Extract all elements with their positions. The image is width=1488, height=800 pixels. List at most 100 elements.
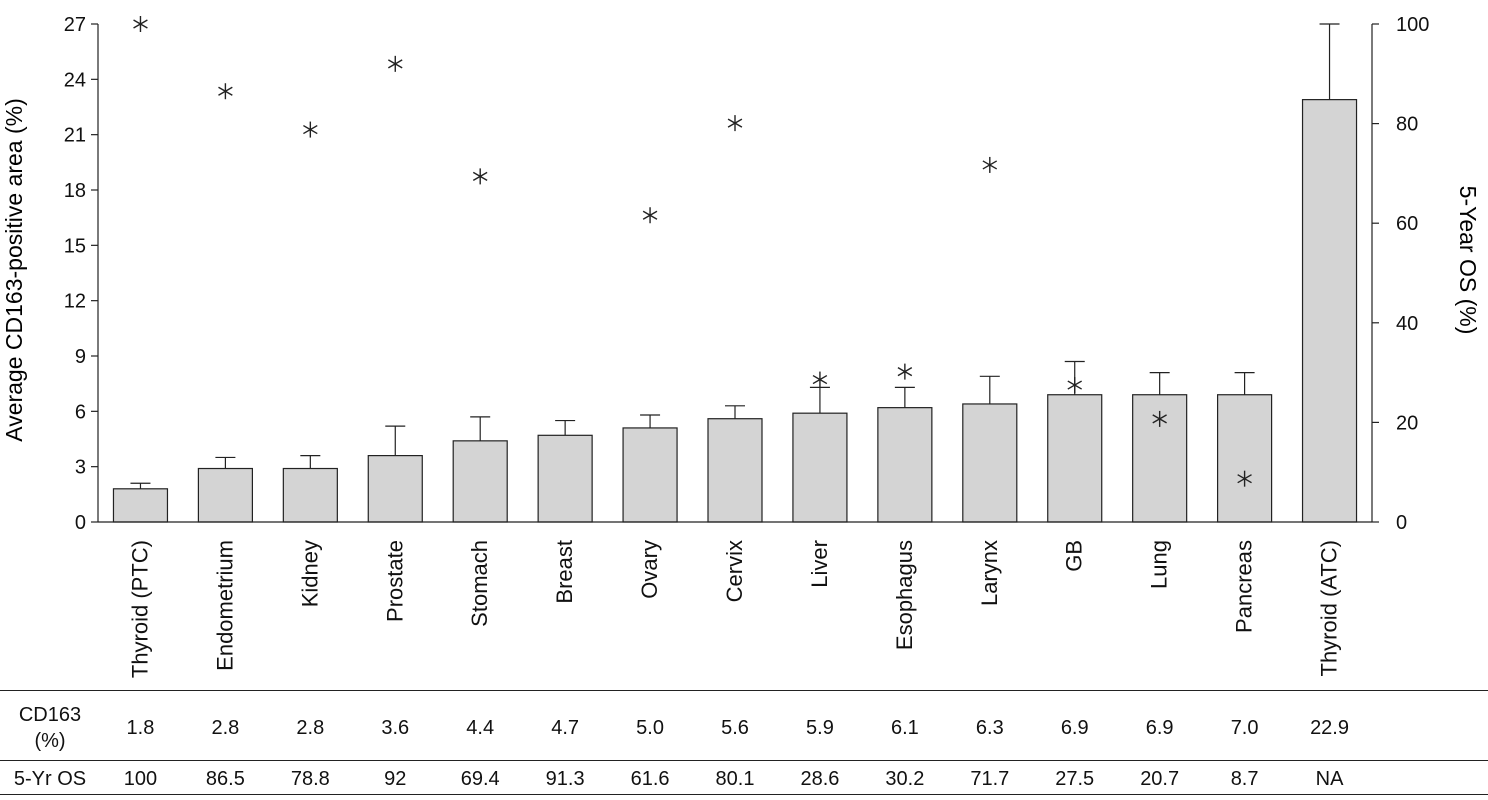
os-cell: 80.1 (715, 768, 755, 790)
error-bars-layer (130, 23, 1340, 489)
os-marker (1237, 470, 1252, 487)
cd163-cell: 6.9 (1145, 717, 1174, 739)
os-marker-stroke (1237, 474, 1252, 484)
os-marker (218, 83, 233, 100)
x-tick-label: Esophagus (892, 540, 917, 650)
bar (792, 412, 848, 523)
cd163-cell: 1.8 (126, 717, 155, 739)
os-marker-stroke (472, 171, 488, 181)
bars-layer (112, 99, 1358, 523)
x-tick-label: Thyroid (PTC) (127, 540, 152, 678)
os-marker (387, 55, 403, 72)
axes-layer: 0 3 6 9 12 15 18 21 24 27 0 20 40 60 80 100 Thyroid (PTC… (64, 14, 1430, 678)
os-marker (897, 363, 913, 380)
os-marker (982, 156, 998, 173)
os-marker-stroke (303, 124, 318, 135)
bar (1047, 394, 1103, 523)
x-tick-label: Pancreas (1232, 540, 1257, 633)
cd163-cell: 6.9 (1060, 717, 1089, 739)
cd163-cell: 6.1 (890, 717, 919, 739)
os-cell: 20.7 (1140, 768, 1180, 790)
cd163-row-label: CD163 (%) (0, 702, 100, 754)
os-marker-stroke (982, 160, 998, 170)
cd163-cell: 2.8 (211, 717, 240, 739)
x-tick-label: Kidney (297, 540, 322, 607)
y-tick-label: 18 (64, 180, 86, 202)
os-marker-stroke (897, 366, 913, 377)
y-tick-label: 15 (64, 235, 86, 257)
bar (877, 407, 933, 523)
os-cell: 30.2 (885, 768, 925, 790)
x-tick-label: Endometrium (212, 540, 237, 671)
y2-tick-label: 80 (1396, 114, 1418, 136)
os-cell: 28.6 (800, 768, 840, 790)
y2-tick-label: 60 (1396, 213, 1418, 235)
os-marker (1067, 377, 1083, 394)
x-tick-label: Lung (1147, 540, 1172, 589)
x-tick-label: GB (1062, 540, 1087, 572)
cd163-cell: 2.8 (296, 717, 325, 739)
y-tick-label: 12 (64, 291, 86, 313)
x-tick-label: Stomach (467, 540, 492, 627)
os-cell: 91.3 (545, 768, 585, 790)
y-axis-label: Average CD163-positive area (%) (1, 98, 27, 441)
cd163-cell: 3.6 (381, 717, 410, 739)
x-tick-label: Breast (552, 540, 577, 604)
bar (707, 418, 763, 523)
bar (197, 467, 253, 523)
table-top-rule (0, 690, 1488, 691)
y-tick-label: 9 (75, 346, 86, 368)
bar (537, 434, 593, 523)
os-marker (472, 168, 488, 185)
os-marker (303, 121, 318, 138)
os-row-label: 5-Yr OS (13, 768, 87, 790)
os-cell: 78.8 (290, 768, 330, 790)
os-cell: 92 (384, 768, 407, 790)
y-tick-label: 6 (75, 401, 86, 423)
x-tick-label: Larynx (977, 540, 1002, 606)
bar (962, 403, 1018, 523)
bar (367, 455, 423, 523)
os-cell: 61.6 (630, 768, 670, 790)
y-tick-label: 3 (75, 457, 86, 479)
os-marker (1152, 410, 1167, 427)
cd163-cell: 22.9 (1310, 717, 1349, 739)
y2-tick-label: 40 (1396, 313, 1418, 335)
table-bottom-rule (0, 794, 1488, 795)
cd163-cell: 7.0 (1230, 717, 1259, 739)
y-tick-label: 27 (64, 14, 86, 36)
os-cell: 8.7 (1230, 768, 1259, 790)
os-marker (133, 16, 148, 32)
os-cell: 71.7 (970, 768, 1010, 790)
os-cell: 27.5 (1055, 768, 1095, 790)
y-tick-label: 24 (64, 69, 86, 91)
x-tick-label: Liver (807, 540, 832, 588)
y2-tick-label: 0 (1396, 512, 1407, 534)
bar (622, 427, 678, 523)
os-markers-layer (133, 16, 1252, 487)
os-marker-stroke (642, 210, 658, 220)
os-marker (812, 371, 828, 388)
x-tick-label: Thyroid (ATC) (1317, 540, 1342, 677)
y2-tick-label: 20 (1396, 412, 1418, 434)
bar (1216, 394, 1273, 523)
os-cell: NA (1315, 768, 1344, 790)
x-tick-label: Prostate (382, 540, 407, 622)
y-tick-label: 21 (64, 125, 86, 147)
y2-axis-label: 5-Year OS (%) (1455, 186, 1481, 335)
cd163-cell: 4.7 (551, 717, 580, 739)
os-marker-stroke (218, 86, 233, 96)
x-tick-label: Cervix (722, 540, 747, 602)
y2-tick-label: 100 (1396, 14, 1429, 36)
x-tick-label: Ovary (637, 540, 662, 599)
os-cell: 100 (123, 768, 158, 790)
os-marker-stroke (1152, 414, 1167, 424)
y-tick-label: 0 (75, 512, 86, 534)
table-middle-rule (0, 760, 1488, 761)
bar (452, 440, 508, 523)
cd163-cell: 5.6 (721, 717, 749, 739)
os-marker (642, 207, 658, 224)
os-cell: 69.4 (460, 768, 500, 790)
cd163-row-label-line1: CD163 (18, 704, 82, 726)
